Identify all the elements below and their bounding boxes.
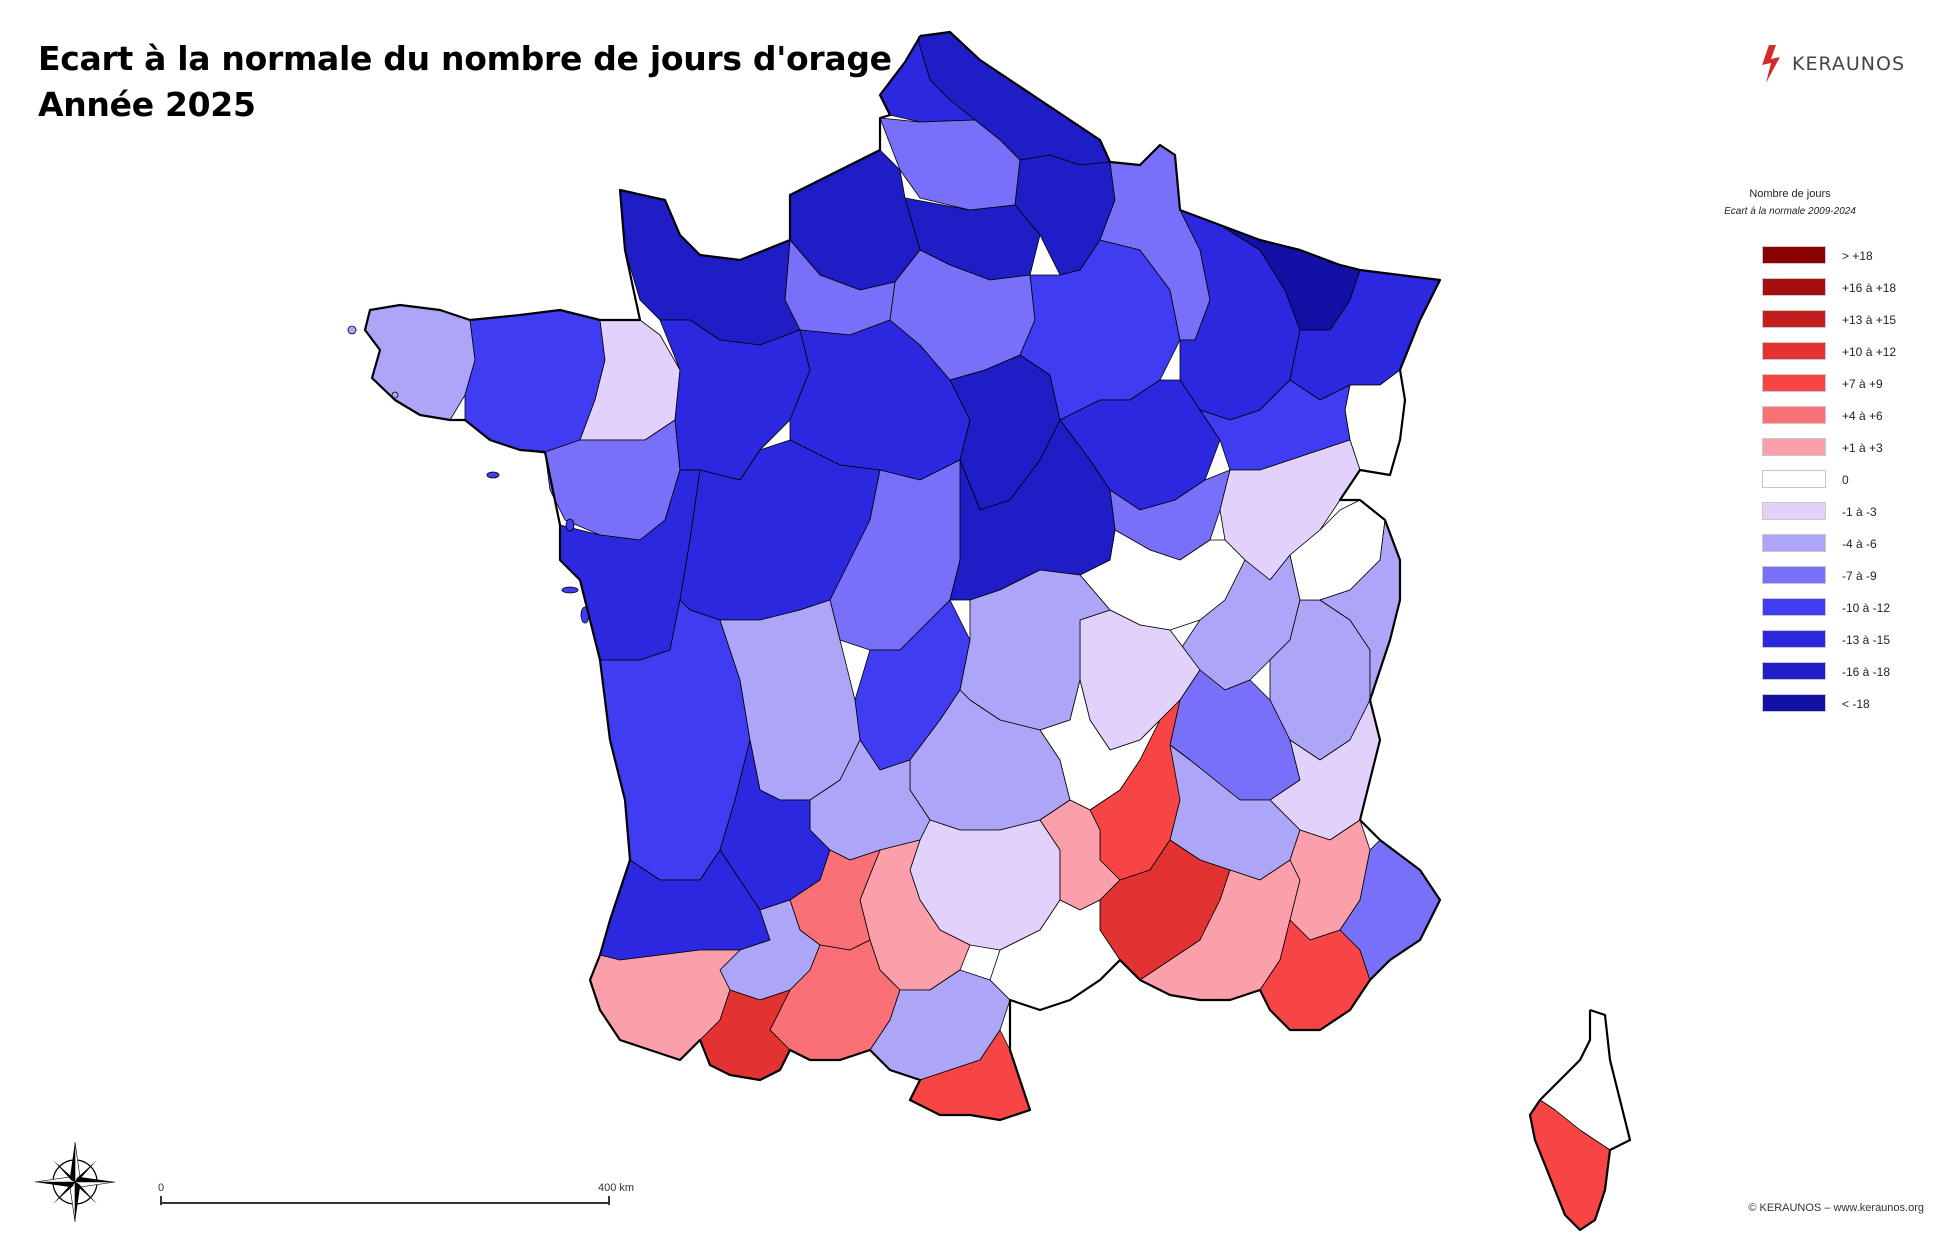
legend-item: -1 à -3 — [1762, 502, 1954, 522]
lightning-bolt-icon — [1762, 45, 1780, 83]
legend-item: < -18 — [1762, 694, 1954, 714]
corsica-outline — [1528, 1008, 1632, 1232]
scale-tick-end — [608, 1196, 610, 1205]
legend-swatch — [1762, 502, 1826, 520]
legend-swatch — [1762, 438, 1826, 456]
region-pays-de-la-loire — [659, 319, 811, 481]
scale-line — [160, 1202, 610, 1204]
legend-swatch — [1762, 278, 1826, 296]
legend-label: -1 à -3 — [1842, 505, 1877, 519]
region-allier-cher — [949, 419, 1116, 601]
legend-swatch — [1762, 342, 1826, 360]
legend-item: 0 — [1762, 470, 1954, 490]
island-ouessant — [347, 325, 357, 335]
legend-swatch — [1762, 630, 1826, 648]
legend-swatch — [1762, 694, 1826, 712]
legend-item: +16 à +18 — [1762, 278, 1954, 298]
legend-label: -13 à -15 — [1842, 633, 1891, 647]
keraunos-logo: KERAUNOS — [1760, 44, 1905, 84]
island-sein — [391, 391, 399, 399]
coastline-outline — [363, 30, 1442, 1122]
legend-label: > +18 — [1842, 249, 1873, 263]
legend-item: +10 à +12 — [1762, 342, 1954, 362]
legend-item: +4 à +6 — [1762, 406, 1954, 426]
scale-start-label: 0 — [158, 1182, 165, 1194]
legend-subtitle: Ecart à la normale 2009-2024 — [1724, 206, 1856, 217]
brand-name: KERAUNOS — [1792, 53, 1906, 75]
map-title-line2: Année 2025 — [38, 85, 256, 124]
region-bretagne-ouest — [364, 304, 476, 421]
legend-title: Nombre de jours — [1749, 188, 1831, 200]
legend-item: -13 à -15 — [1762, 630, 1954, 650]
map-title-line1: Ecart à la normale du nombre de jours d'… — [38, 39, 892, 78]
legend-item: -4 à -6 — [1762, 534, 1954, 554]
island-noirmoutier — [565, 518, 575, 532]
map-title: Ecart à la normale du nombre de jours d'… — [38, 36, 892, 128]
scale-end-label: 400 km — [598, 1182, 635, 1194]
legend-item: -16 à -18 — [1762, 662, 1954, 682]
compass-rose-icon — [34, 1141, 116, 1223]
legend-swatch — [1762, 310, 1826, 328]
legend-label: +1 à +3 — [1842, 441, 1883, 455]
legend-label: +10 à +12 — [1842, 345, 1897, 359]
region-manche — [619, 189, 801, 346]
copyright: © KERAUNOS – www.keraunos.org — [1748, 1202, 1924, 1214]
legend-item: -7 à -9 — [1762, 566, 1954, 586]
legend-swatch — [1762, 406, 1826, 424]
legend-swatch — [1762, 566, 1826, 584]
legend-swatch — [1762, 246, 1826, 264]
legend-label: +13 à +15 — [1842, 313, 1897, 327]
legend-label: -16 à -18 — [1842, 665, 1891, 679]
legend-label: < -18 — [1842, 697, 1870, 711]
legend-item: +13 à +15 — [1762, 310, 1954, 330]
legend-swatch — [1762, 662, 1826, 680]
legend: Nombre de jours Ecart à la normale 2009-… — [1700, 188, 1940, 712]
legend-label: -4 à -6 — [1842, 537, 1877, 551]
legend-label: 0 — [1842, 473, 1849, 487]
legend-label: -10 à -12 — [1842, 601, 1891, 615]
legend-label: -7 à -9 — [1842, 569, 1877, 583]
legend-swatch — [1762, 374, 1826, 392]
island-re — [561, 586, 579, 594]
legend-item: > +18 — [1762, 246, 1954, 266]
legend-item: +7 à +9 — [1762, 374, 1954, 394]
legend-label: +4 à +6 — [1842, 409, 1883, 423]
legend-label: +16 à +18 — [1842, 281, 1897, 295]
legend-swatch — [1762, 534, 1826, 552]
legend-item: -10 à -12 — [1762, 598, 1954, 618]
legend-item: +1 à +3 — [1762, 438, 1954, 458]
scale-tick-start — [160, 1196, 162, 1205]
legend-swatch — [1762, 470, 1826, 488]
island-belle-ile — [486, 471, 500, 479]
legend-label: +7 à +9 — [1842, 377, 1883, 391]
legend-swatch — [1762, 598, 1826, 616]
scale-bar: 0 400 km — [158, 1182, 634, 1212]
